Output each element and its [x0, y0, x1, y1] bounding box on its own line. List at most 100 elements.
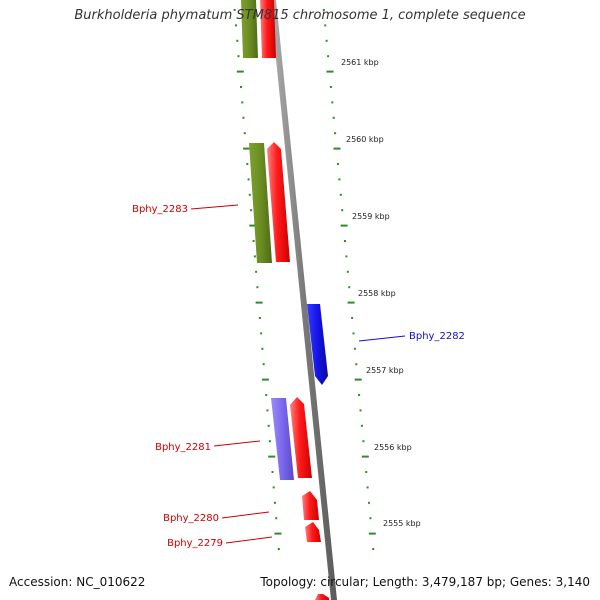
right-tick-15 [344, 240, 346, 242]
left-tick-32 [274, 501, 276, 504]
right-tick-30 [365, 471, 368, 473]
gene-features [241, 0, 329, 600]
kbp-label-2555: 2555 kbp [383, 519, 421, 528]
left-tick-19 [255, 301, 263, 304]
gene-label-bphy-2281[interactable]: Bphy_2281 [155, 442, 211, 453]
kbp-label-2561: 2561 kbp [341, 58, 379, 67]
right-tick-14 [340, 224, 348, 227]
right-tick-4 [326, 70, 334, 73]
gene-red-bphy-2283 [267, 142, 290, 262]
kbp-label-2559: 2559 kbp [352, 212, 390, 221]
left-tick-9 [243, 147, 251, 150]
right-tick-16 [345, 255, 348, 258]
right-tick-21 [352, 332, 355, 335]
kbp-label-2557: 2557 kbp [366, 366, 404, 375]
right-tick-24 [354, 378, 362, 381]
kbp-label-2560: 2560 kbp [346, 135, 384, 144]
right-tick-27 [360, 424, 363, 427]
gene-red-top-partial [260, 0, 276, 58]
gene-labels: Bphy_2283 Bphy_2282 Bphy_2281 Bphy_2280 … [132, 204, 465, 549]
right-tick-6 [331, 101, 334, 104]
gene-red-bottom-partial [315, 594, 329, 600]
right-tick-33 [369, 517, 372, 520]
right-tick-29 [361, 455, 369, 458]
left-tick-6 [241, 101, 244, 104]
kbp-scale-labels: 2561 kbp 2560 kbp 2559 kbp 2558 kbp 2557… [341, 58, 421, 528]
left-tick-28 [268, 440, 271, 443]
leader-bphy-2280 [221, 511, 270, 519]
left-tick-0 [233, 9, 236, 11]
right-tick-3 [327, 55, 330, 58]
left-tick-row [233, 9, 282, 550]
gene-label-bphy-2279[interactable]: Bphy_2279 [167, 538, 223, 549]
left-tick-31 [272, 486, 275, 489]
right-tick-12 [339, 193, 342, 196]
leader-bphy-2279 [225, 536, 273, 544]
left-tick-21 [260, 332, 263, 335]
right-tick-9 [333, 147, 341, 150]
gene-label-bphy-2283[interactable]: Bphy_2283 [132, 204, 188, 215]
left-tick-33 [275, 517, 278, 520]
left-tick-35 [277, 548, 280, 550]
left-tick-22 [261, 347, 264, 350]
gene-lavender-bphy-2281 [271, 398, 294, 480]
left-tick-11 [247, 178, 250, 181]
right-tick-31 [366, 486, 369, 489]
map-title: Burkholderia phymatum STM815 chromosome … [74, 8, 526, 23]
left-tick-2 [236, 39, 239, 42]
chromosome-backbone [270, 0, 337, 600]
leader-bphy-2282 [358, 335, 406, 342]
right-tick-2 [325, 39, 328, 42]
accession-text: Accession: NC_010622 [9, 575, 146, 589]
right-tick-13 [341, 209, 344, 212]
left-tick-24 [261, 378, 269, 381]
left-tick-16 [253, 255, 256, 258]
leader-bphy-2281 [213, 440, 261, 447]
left-tick-12 [248, 193, 251, 196]
kbp-label-2556: 2556 kbp [374, 443, 412, 452]
left-tick-5 [240, 86, 242, 88]
left-tick-34 [274, 532, 282, 535]
right-tick-10 [336, 163, 339, 165]
left-tick-25 [265, 394, 268, 396]
left-tick-8 [243, 132, 246, 135]
right-tick-32 [368, 501, 370, 504]
gene-label-bphy-2282[interactable]: Bphy_2282 [409, 331, 465, 342]
left-tick-10 [246, 163, 249, 165]
left-tick-26 [266, 409, 269, 412]
gene-label-bphy-2280[interactable]: Bphy_2280 [163, 513, 219, 524]
left-tick-23 [262, 363, 265, 366]
right-tick-row [322, 9, 376, 550]
right-tick-26 [359, 409, 362, 412]
left-tick-7 [242, 116, 245, 119]
left-tick-13 [250, 209, 253, 212]
gene-olive-bphy-2283 [249, 143, 272, 263]
left-tick-17 [255, 270, 258, 273]
right-tick-22 [353, 347, 356, 350]
gene-olive-top-partial [241, 0, 258, 58]
right-tick-34 [368, 532, 376, 535]
left-tick-29 [268, 455, 276, 458]
topology-text: Topology: circular; Length: 3,479,187 bp… [260, 575, 590, 589]
right-tick-11 [338, 178, 341, 181]
gene-leader-lines [190, 204, 406, 544]
right-tick-23 [355, 363, 358, 366]
right-tick-18 [348, 286, 351, 289]
left-tick-4 [236, 70, 244, 73]
right-tick-19 [347, 301, 355, 304]
left-tick-14 [249, 224, 257, 227]
left-tick-20 [258, 317, 261, 319]
left-tick-27 [267, 424, 270, 427]
right-tick-35 [372, 548, 375, 550]
right-tick-8 [334, 132, 337, 135]
right-tick-7 [332, 116, 335, 119]
gene-red-bphy-2280 [302, 491, 319, 520]
right-tick-20 [351, 317, 354, 319]
gene-red-bphy-2279 [305, 522, 321, 542]
leader-bphy-2283 [190, 204, 239, 210]
kbp-label-2558: 2558 kbp [358, 289, 396, 298]
right-tick-1 [324, 24, 327, 27]
right-tick-5 [329, 86, 332, 88]
